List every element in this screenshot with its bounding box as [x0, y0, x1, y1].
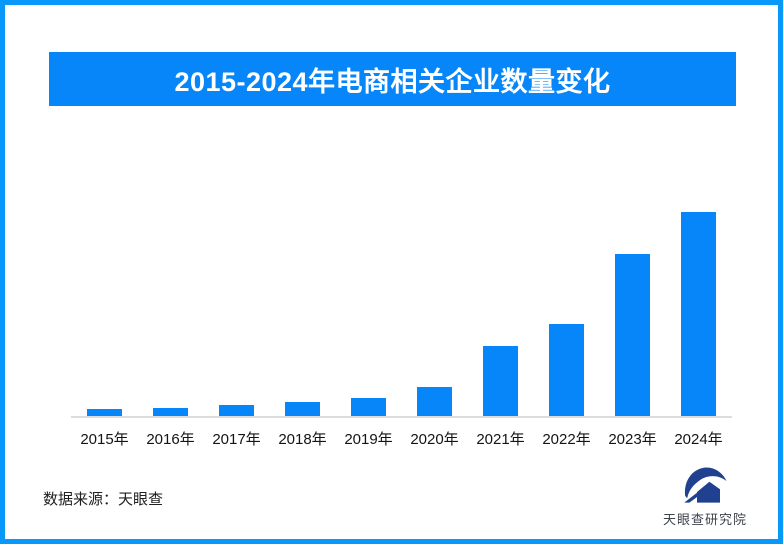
- x-tick-label-2018年: 2018年: [278, 431, 327, 448]
- x-axis-line: [71, 416, 732, 418]
- x-tick-label-2020年: 2020年: [410, 431, 459, 448]
- x-tick-label-2024年: 2024年: [674, 431, 723, 448]
- x-tick-label-2017年: 2017年: [212, 431, 261, 448]
- bar-2020年: [417, 387, 452, 416]
- bar-2016年: [153, 408, 188, 416]
- bar-2024年: [681, 212, 716, 416]
- chart-title: 2015-2024年电商相关企业数量变化: [174, 66, 611, 97]
- brand-logo: 天眼查研究院: [650, 465, 760, 535]
- bar-2019年: [351, 398, 386, 416]
- title-banner: 2015-2024年电商相关企业数量变化: [49, 52, 736, 106]
- x-tick-label-2021年: 2021年: [476, 431, 525, 448]
- bar-2015年: [87, 409, 122, 416]
- data-source-note: 数据来源：天眼查: [43, 491, 164, 508]
- brand-name: 天眼查研究院: [662, 512, 747, 527]
- bar-2017年: [219, 404, 254, 416]
- x-tick-label-2023年: 2023年: [608, 431, 657, 448]
- bar-2022年: [549, 323, 584, 416]
- tianyancha-eye-logo-icon: [684, 467, 727, 503]
- x-tick-label-2022年: 2022年: [542, 431, 591, 448]
- plot-area: 2015年 2016年 2017年 2018年 2019年 2020年 2021年 2022年…: [5, 5, 778, 539]
- x-tick-label-2019年: 2019年: [344, 431, 393, 448]
- bar-2018年: [285, 401, 320, 416]
- bar-2023年: [615, 254, 650, 416]
- x-tick-label-2016年: 2016年: [146, 431, 195, 448]
- x-tick-label-2015年: 2015年: [80, 431, 129, 448]
- bar-2021年: [483, 346, 518, 416]
